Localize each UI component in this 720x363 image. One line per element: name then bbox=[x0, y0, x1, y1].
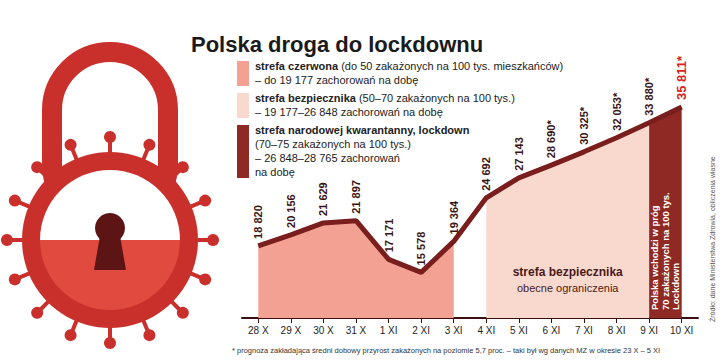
svg-text:(do 50 zakażonych na 100 tys.: (do 50 zakażonych na 100 tys. mieszkańcó… bbox=[338, 60, 563, 72]
svg-text:30 X: 30 X bbox=[313, 325, 334, 336]
svg-text:21 897: 21 897 bbox=[350, 180, 362, 214]
svg-text:strefa czerwona: strefa czerwona bbox=[255, 60, 339, 72]
svg-text:21 629: 21 629 bbox=[317, 182, 329, 216]
svg-text:70 zakażonych na 100 tys.: 70 zakażonych na 100 tys. bbox=[660, 192, 671, 310]
svg-text:– do 19 177 zachorowań na dobę: – do 19 177 zachorowań na dobę bbox=[255, 74, 418, 86]
svg-text:35 811*: 35 811* bbox=[674, 55, 689, 100]
svg-text:7 XI: 7 XI bbox=[575, 325, 593, 336]
svg-text:17 171: 17 171 bbox=[383, 219, 395, 253]
svg-text:28 690*: 28 690* bbox=[545, 120, 557, 159]
svg-text:Źródło: dane Ministerstwa Zdro: Źródło: dane Ministerstwa Zdrowia, oblic… bbox=[708, 156, 716, 322]
svg-text:8 XI: 8 XI bbox=[608, 325, 626, 336]
svg-text:(70–75 zakażonych na 100 tys.): (70–75 zakażonych na 100 tys.) bbox=[255, 138, 411, 150]
svg-text:Polska droga do lockdownu: Polska droga do lockdownu bbox=[191, 32, 483, 57]
svg-text:15 578: 15 578 bbox=[415, 232, 427, 266]
svg-text:Polska wchodzi w próg: Polska wchodzi w próg bbox=[649, 205, 660, 310]
svg-text:19 364: 19 364 bbox=[448, 200, 460, 235]
svg-text:6 XI: 6 XI bbox=[543, 325, 561, 336]
svg-text:29 X: 29 X bbox=[281, 325, 302, 336]
svg-text:strefa bezpiecznika: strefa bezpiecznika bbox=[255, 92, 357, 104]
svg-text:32 053*: 32 053* bbox=[611, 92, 623, 131]
svg-text:strefa bezpiecznika: strefa bezpiecznika bbox=[513, 265, 623, 279]
svg-text:na dobę: na dobę bbox=[255, 166, 295, 178]
svg-text:strefa narodowej kwarantanny,: strefa narodowej kwarantanny, lockdown bbox=[255, 124, 470, 136]
svg-text:28 X: 28 X bbox=[248, 325, 269, 336]
svg-text:27 143: 27 143 bbox=[513, 137, 525, 171]
svg-text:31 X: 31 X bbox=[346, 325, 367, 336]
svg-text:3 XI: 3 XI bbox=[445, 325, 463, 336]
svg-text:1 XI: 1 XI bbox=[380, 325, 398, 336]
svg-text:(50–70 zakażonych na 100 tys.): (50–70 zakażonych na 100 tys.) bbox=[356, 92, 515, 104]
svg-text:33 880*: 33 880* bbox=[643, 77, 655, 116]
svg-text:9 XI: 9 XI bbox=[640, 325, 658, 336]
svg-text:Lockdown: Lockdown bbox=[670, 263, 681, 310]
svg-text:18 820: 18 820 bbox=[252, 205, 264, 239]
svg-text:– 19 177–26 848 zachorowań na: – 19 177–26 848 zachorowań na dobę bbox=[255, 106, 443, 118]
svg-text:2 XI: 2 XI bbox=[412, 325, 430, 336]
svg-text:30 325*: 30 325* bbox=[578, 106, 590, 145]
svg-text:5 XI: 5 XI bbox=[510, 325, 528, 336]
svg-text:24 692: 24 692 bbox=[480, 157, 492, 191]
svg-text:obecne ograniczenia: obecne ograniczenia bbox=[517, 282, 619, 294]
svg-text:– 26 848–28 765 zachorowań: – 26 848–28 765 zachorowań bbox=[255, 152, 400, 164]
svg-text:4 XI: 4 XI bbox=[477, 325, 495, 336]
svg-text:10 XI: 10 XI bbox=[670, 325, 693, 336]
svg-text:* prognoza zakładająca średni: * prognoza zakładająca średni dobowy prz… bbox=[232, 346, 660, 355]
svg-text:20 156: 20 156 bbox=[285, 194, 297, 228]
